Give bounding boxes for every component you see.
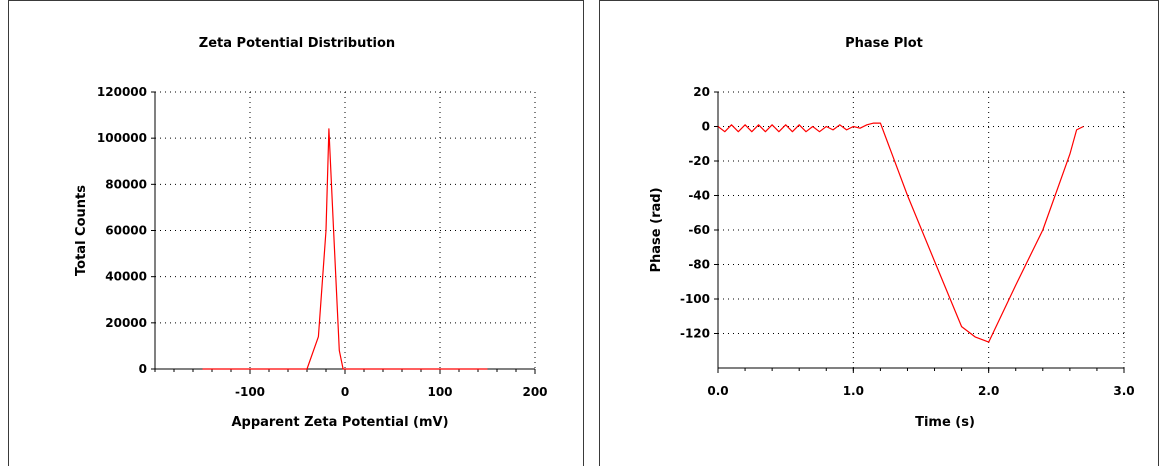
y-tick-label: -40 (688, 189, 710, 203)
y-tick-label: -80 (688, 258, 710, 272)
x-tick-label: 200 (522, 385, 547, 399)
y-tick-label: 120000 (97, 85, 147, 99)
zeta-distribution-panel: Zeta Potential Distribution 0 20000 40000 60… (8, 0, 584, 466)
y-tick-label: -120 (680, 327, 710, 341)
x-tick-label: 3.0 (1113, 384, 1134, 398)
x-tick-label: 1.0 (843, 384, 864, 398)
y-tick-label: 0 (702, 120, 710, 134)
x-axis-label: Time (s) (915, 415, 975, 430)
chart-title: Phase Plot (845, 36, 923, 51)
y-axis-label: Total Counts (74, 185, 89, 276)
y-tick-label: 0 (139, 362, 147, 376)
x-axis-label: Apparent Zeta Potential (mV) (231, 415, 448, 430)
x-tick-label: 0 (341, 385, 349, 399)
y-tick-label: 80000 (105, 177, 147, 191)
x-tick-label: 0.0 (707, 384, 728, 398)
y-tick-label: -100 (680, 292, 710, 306)
x-tick-label: 2.0 (978, 384, 999, 398)
y-tick-label: 40000 (105, 270, 147, 284)
phase-plot-chart: Phase Plot 20 0 -20 -40 -60 -80 -100 -120 0.0 1.0 2… (649, 36, 1135, 430)
y-tick-label: -20 (688, 154, 710, 168)
series-line (717, 122, 1084, 343)
y-tick-label: 20000 (105, 316, 147, 330)
phase-plot-panel: Phase Plot 20 0 -20 -40 -60 -80 -100 -120 0.0 1.0 2… (599, 0, 1159, 466)
series-line (202, 128, 488, 370)
chart-title: Zeta Potential Distribution (199, 36, 395, 51)
y-tick-label: -60 (688, 223, 710, 237)
x-tick-label: -100 (235, 385, 265, 399)
x-tick-label: 100 (427, 385, 452, 399)
y-tick-label: 100000 (97, 131, 147, 145)
zeta-distribution-chart: Zeta Potential Distribution 0 20000 40000 60… (74, 36, 548, 430)
y-axis-label: Phase (rad) (649, 187, 664, 272)
y-tick-label: 60000 (105, 224, 147, 238)
y-tick-label: 20 (693, 85, 710, 99)
